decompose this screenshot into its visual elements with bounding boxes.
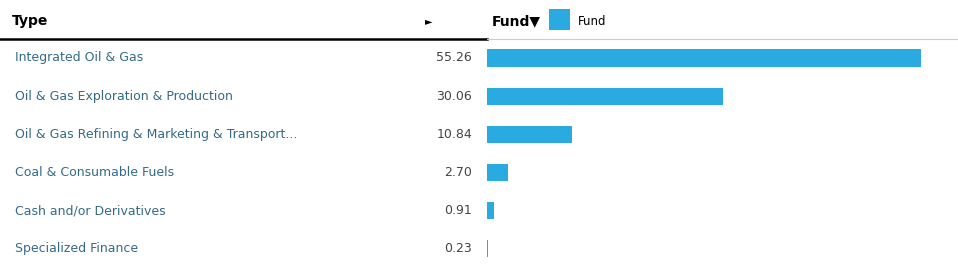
Text: 55.26: 55.26	[436, 51, 472, 65]
Text: 10.84: 10.84	[436, 128, 472, 141]
Text: Oil & Gas Exploration & Production: Oil & Gas Exploration & Production	[14, 90, 233, 103]
Text: 2.70: 2.70	[445, 166, 472, 179]
Text: Specialized Finance: Specialized Finance	[14, 242, 138, 255]
Text: Cash and/or Derivatives: Cash and/or Derivatives	[14, 204, 165, 217]
Bar	[487, 164, 508, 181]
Text: 0.23: 0.23	[445, 242, 472, 255]
Text: Fund▼: Fund▼	[491, 14, 540, 28]
Text: 30.06: 30.06	[436, 90, 472, 103]
Text: ►: ►	[425, 16, 433, 26]
Bar	[487, 240, 489, 258]
Bar	[487, 202, 493, 219]
FancyBboxPatch shape	[549, 9, 570, 30]
Text: Integrated Oil & Gas: Integrated Oil & Gas	[14, 51, 143, 65]
Text: Fund: Fund	[578, 15, 606, 28]
Text: 0.91: 0.91	[445, 204, 472, 217]
Text: Oil & Gas Refining & Marketing & Transport...: Oil & Gas Refining & Marketing & Transpo…	[14, 128, 297, 141]
Bar	[487, 126, 572, 143]
Text: Coal & Consumable Fuels: Coal & Consumable Fuels	[14, 166, 173, 179]
Bar	[487, 88, 722, 105]
Text: Type: Type	[11, 14, 48, 28]
Bar	[487, 49, 921, 66]
